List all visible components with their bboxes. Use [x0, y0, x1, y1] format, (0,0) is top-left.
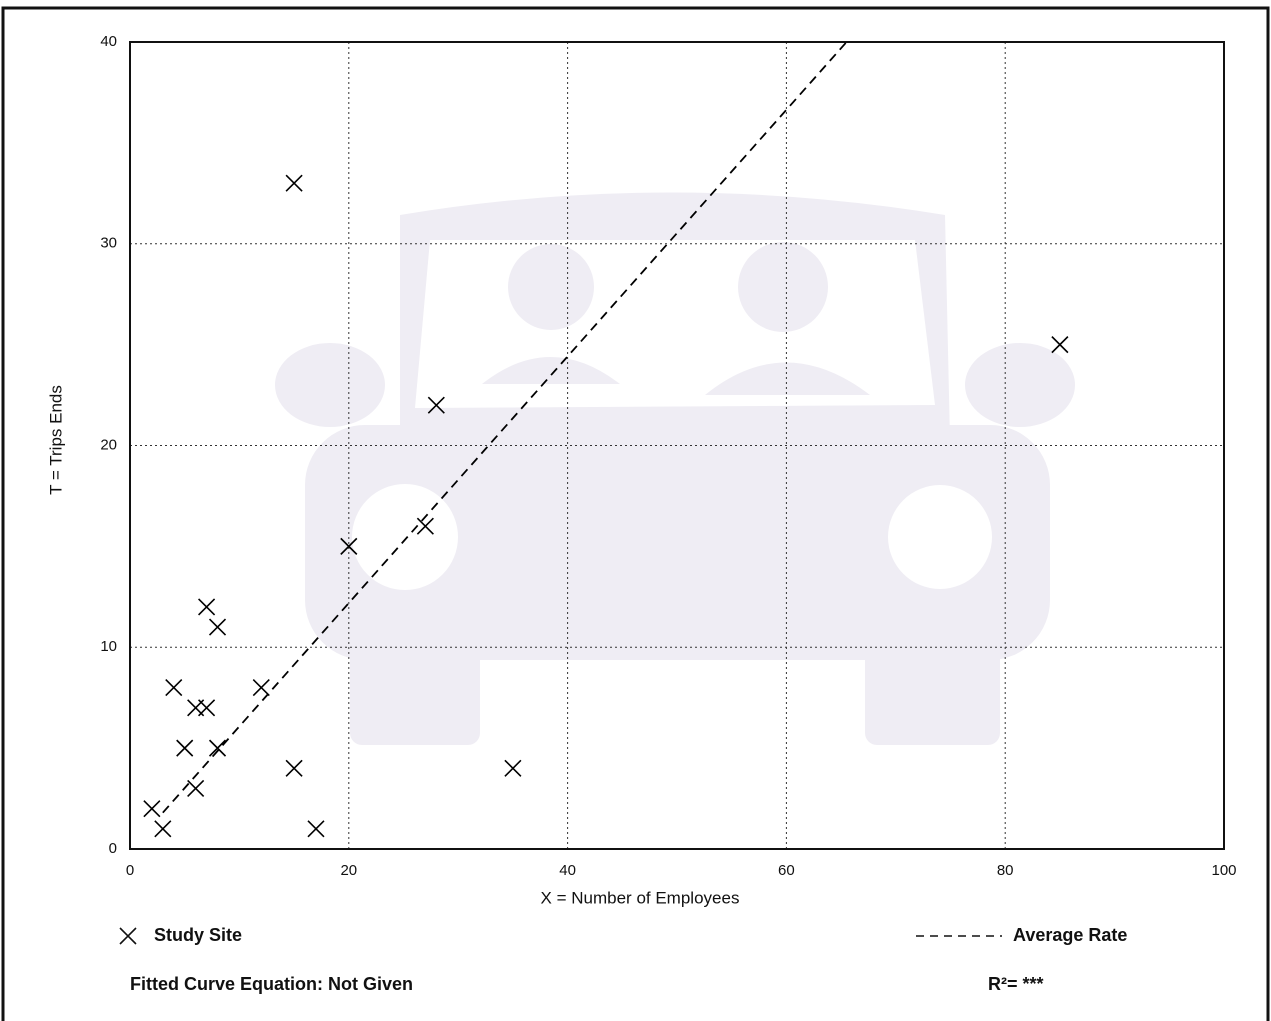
- study-site-marker: [286, 175, 302, 191]
- y-tick-label: 0: [109, 840, 117, 857]
- car-watermark: [275, 193, 1075, 746]
- study-site-marker: [199, 599, 215, 615]
- car-person: [738, 242, 828, 332]
- car-person: [508, 244, 594, 330]
- study-site-marker: [286, 760, 302, 776]
- study-site-marker: [505, 760, 521, 776]
- car-mirror: [275, 343, 385, 427]
- x-axis-label: X = Number of Employees: [541, 888, 740, 907]
- x-tick-label: 0: [126, 862, 134, 879]
- study-site-marker: [1052, 337, 1068, 353]
- study-site-marker: [210, 619, 226, 635]
- study-site-marker: [308, 821, 324, 837]
- y-tick-label: 40: [100, 33, 117, 50]
- study-site-marker: [199, 700, 215, 716]
- x-tick-label: 80: [997, 862, 1014, 879]
- study-site-marker: [210, 740, 226, 756]
- car-mirror: [965, 343, 1075, 427]
- study-site-marker: [177, 740, 193, 756]
- fitted-curve-note: Fitted Curve Equation: Not Given: [130, 974, 413, 994]
- legend-label: Average Rate: [1013, 925, 1127, 945]
- x-tick-label: 40: [559, 862, 576, 879]
- car-light: [352, 484, 458, 590]
- study-site-marker: [155, 821, 171, 837]
- x-tick-label: 100: [1211, 862, 1236, 879]
- y-axis-label: T = Trips Ends: [46, 385, 65, 495]
- study-site-marker: [188, 780, 204, 796]
- study-site-marker: [253, 680, 269, 696]
- x-tick-label: 20: [340, 862, 357, 879]
- y-tick-label: 10: [100, 638, 117, 655]
- x-tick-label: 60: [778, 862, 795, 879]
- car-wheel: [865, 600, 1000, 745]
- chart: T = Trips Ends X = Number of Employees S…: [0, 0, 1271, 1021]
- study-site-marker: [166, 680, 182, 696]
- study-site-marker: [144, 801, 160, 817]
- y-tick-label: 20: [100, 436, 117, 453]
- car-wheel: [350, 600, 480, 745]
- legend-marker: [120, 928, 136, 944]
- r-squared-note: R²= ***: [988, 974, 1044, 994]
- car-light: [888, 485, 992, 589]
- page: T = Trips Ends X = Number of Employees S…: [0, 0, 1271, 1021]
- y-tick-label: 30: [100, 235, 117, 252]
- legend-label: Study Site: [154, 925, 242, 945]
